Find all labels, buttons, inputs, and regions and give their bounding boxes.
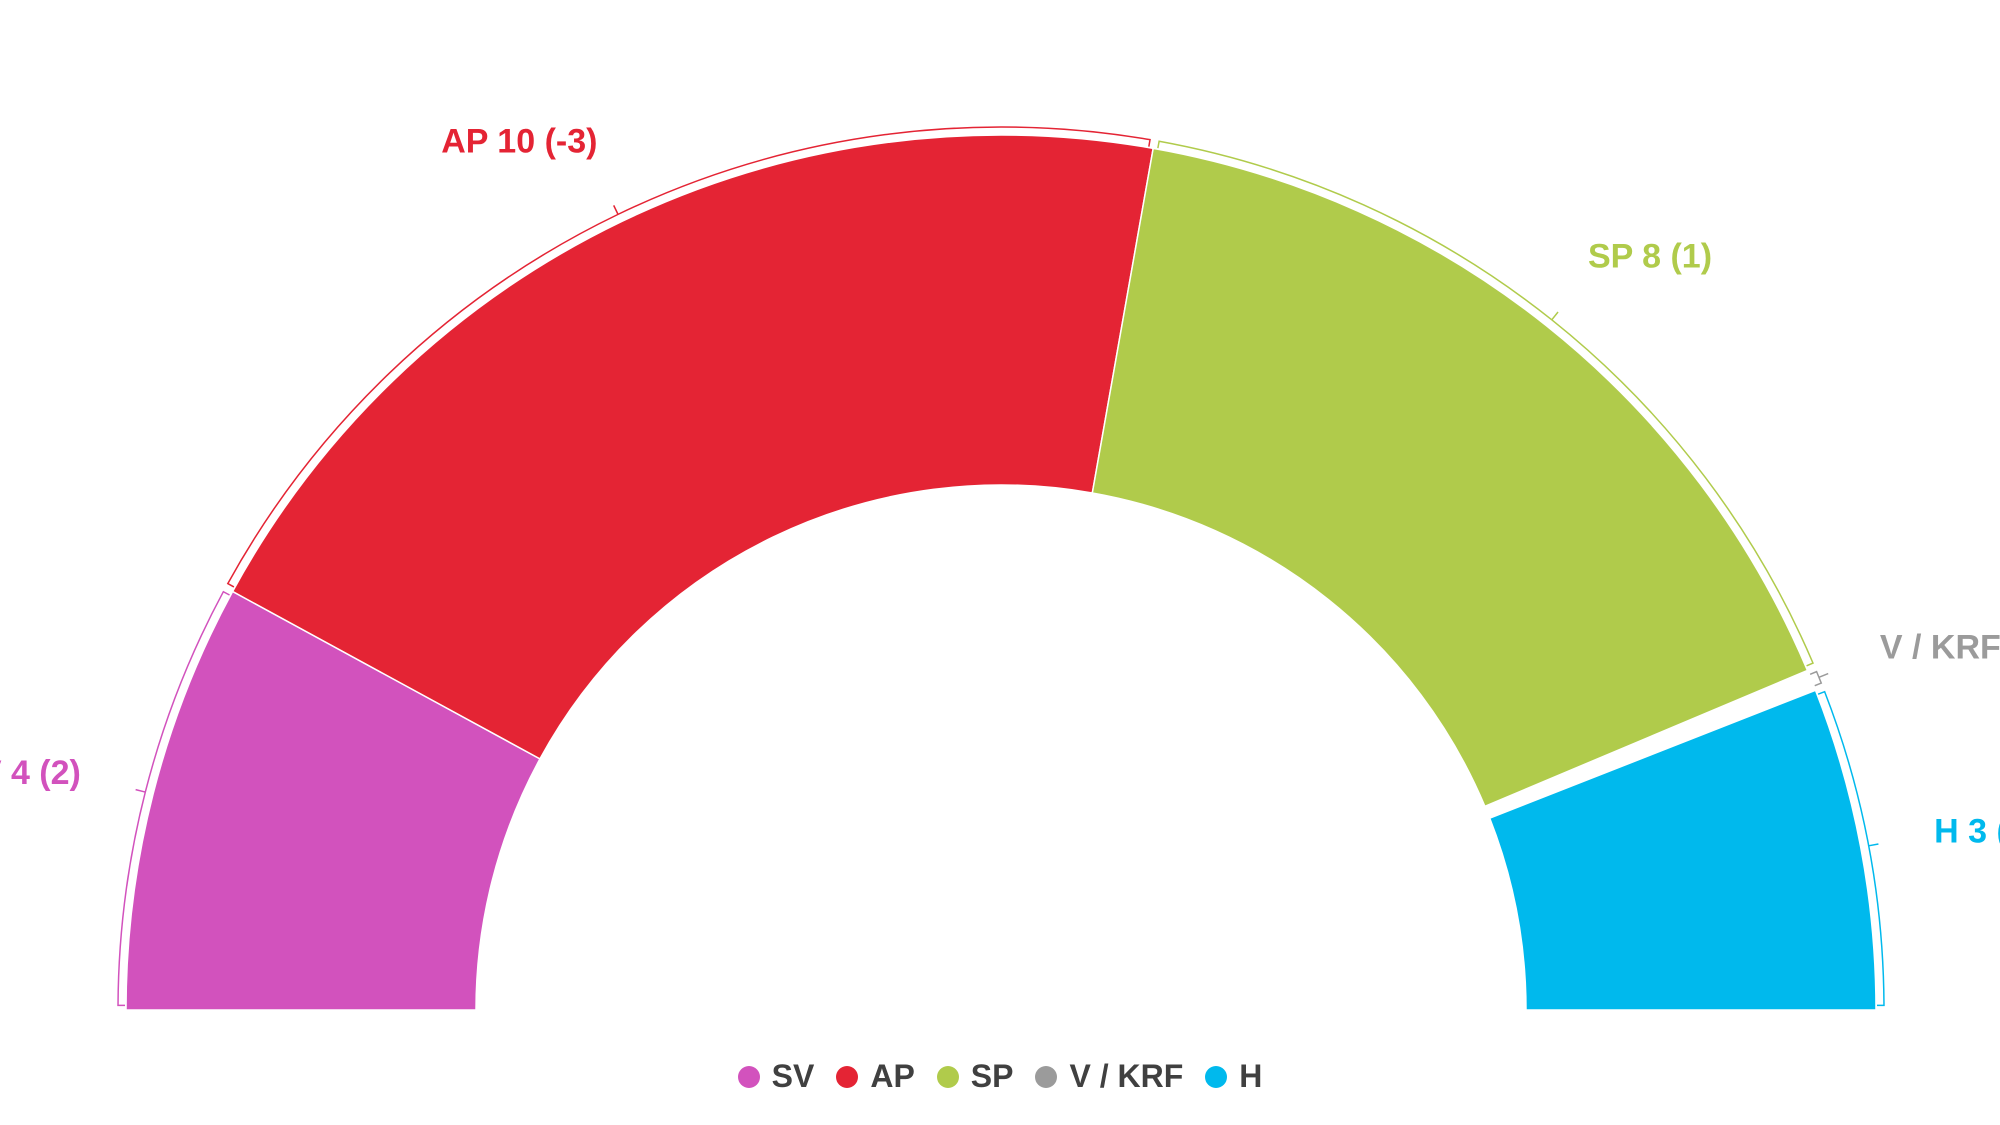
leader-sv (117, 590, 230, 1007)
leader-v-krf (1809, 670, 1829, 687)
slice-label-ap: AP 10 (-3) (441, 122, 597, 160)
legend-item-sv[interactable]: SV (737, 1058, 815, 1095)
legend-swatch-v-krf (1035, 1065, 1058, 1088)
leader-sp (1157, 140, 1814, 667)
legend-label-sp: SP (970, 1058, 1014, 1094)
legend-label-sv: SV (771, 1058, 815, 1094)
legend-swatch-sv (737, 1065, 760, 1088)
leader-h (1817, 690, 1885, 1007)
label-leader-lines (117, 126, 1885, 1007)
slice-h[interactable] (1488, 689, 1877, 1011)
legend-item-ap[interactable]: AP (836, 1058, 915, 1095)
leader-ap (226, 126, 1151, 588)
slice-label-h: H 3 (3) (1934, 813, 2000, 851)
legend-swatch-sp (936, 1065, 959, 1088)
slice-ap[interactable] (231, 134, 1155, 760)
legend-item-sp[interactable]: SP (936, 1058, 1014, 1095)
legend-item-h[interactable]: H (1205, 1058, 1262, 1095)
chart-slices (125, 134, 1877, 1011)
legend-item-v-krf[interactable]: V / KRF (1035, 1058, 1183, 1095)
legend: SV AP SP V / KRF H (0, 1058, 2000, 1095)
slice-label-sp: SP 8 (1) (1588, 238, 1712, 276)
legend-label-ap: AP (870, 1058, 915, 1094)
slice-labels: SV 4 (2) AP 10 (-3) SP 8 (1) V / KRF 0 (0 H … (0, 122, 2000, 850)
slice-label-sv: SV 4 (2) (0, 754, 81, 792)
slice-label-v-krf: V / KRF 0 (0 (1880, 628, 2000, 666)
slice-sp[interactable] (1091, 147, 1809, 808)
legend-swatch-h (1205, 1065, 1228, 1088)
legend-label-v-krf: V / KRF (1069, 1058, 1184, 1094)
legend-label-h: H (1239, 1058, 1263, 1094)
legend-swatch-ap (836, 1065, 859, 1088)
